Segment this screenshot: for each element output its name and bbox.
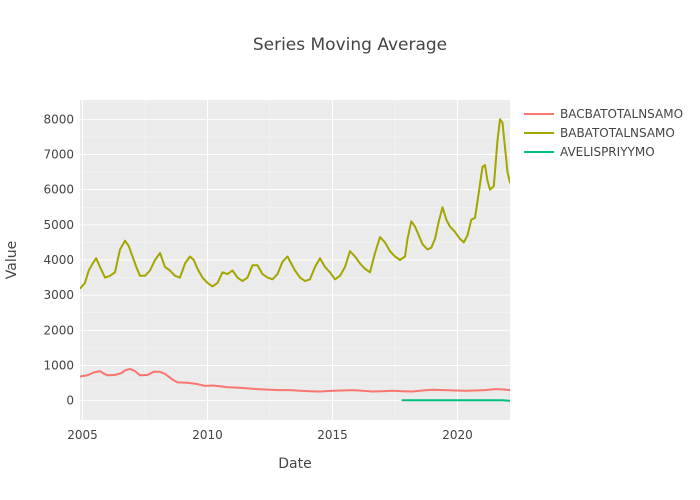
series-line-0	[80, 368, 510, 393]
x-axis-ticks: 2005 2010 2015 2020	[67, 428, 473, 442]
y-tick-label: 7000	[43, 148, 74, 162]
legend-label-0: BACBATOTALNSAMO	[560, 107, 683, 121]
y-tick-label: 0	[66, 394, 74, 408]
y-axis-label: Value	[4, 241, 20, 279]
x-tick-label: 2015	[317, 428, 348, 442]
y-axis-ticks: 0 1000 2000 3000 4000 5000 6000 7000 8000	[43, 112, 74, 407]
series-line-2	[401, 399, 510, 402]
y-tick-label: 2000	[43, 323, 74, 337]
y-tick-label: 3000	[43, 288, 74, 302]
chart-title: Series Moving Average	[253, 35, 447, 55]
y-tick-label: 4000	[43, 253, 74, 267]
series-line-1	[80, 118, 510, 290]
legend-label-2: AVELISPRIYYMO	[560, 145, 655, 159]
y-tick-label: 8000	[43, 112, 74, 126]
x-tick-label: 2010	[192, 428, 223, 442]
legend: BACBATOTALNSAMO BABATOTALNSAMO AVELISPRIYY…	[524, 107, 683, 159]
x-tick-label: 2020	[442, 428, 473, 442]
y-tick-label: 6000	[43, 183, 74, 197]
plot-area	[80, 100, 510, 420]
x-axis-label: Date	[278, 456, 311, 472]
x-tick-label: 2005	[67, 428, 98, 442]
legend-label-1: BABATOTALNSAMO	[560, 126, 675, 140]
y-tick-label: 1000	[43, 358, 74, 372]
series-layer	[80, 118, 510, 402]
y-tick-label: 5000	[43, 218, 74, 232]
